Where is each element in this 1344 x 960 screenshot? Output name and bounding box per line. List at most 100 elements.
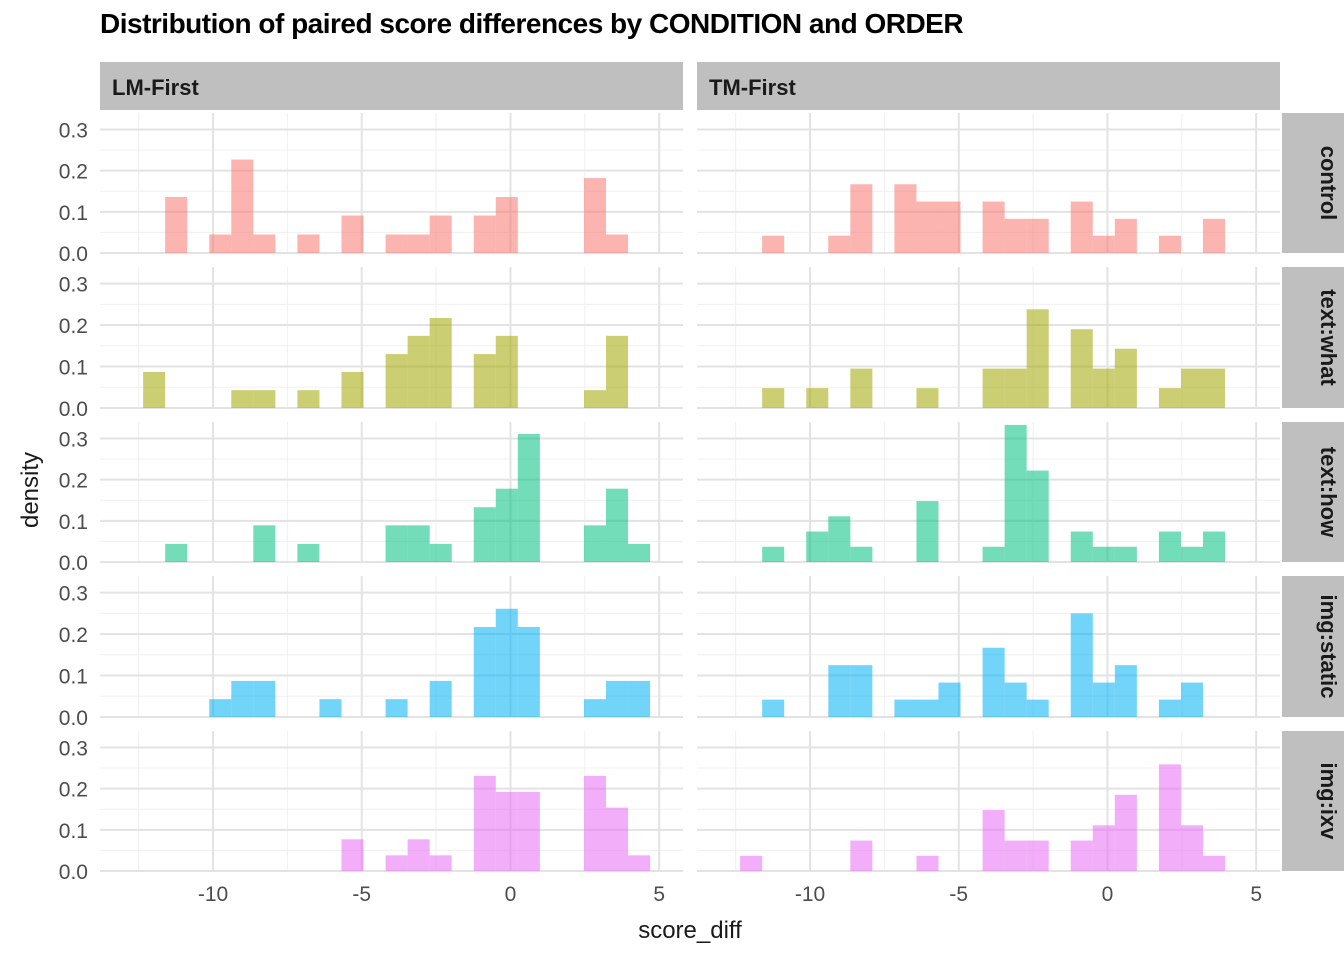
y-tick-label: 0.1 [59, 666, 88, 689]
histogram-bar [1026, 699, 1049, 717]
y-tick-label: 0.3 [59, 274, 88, 297]
histogram-bar [517, 791, 540, 871]
histogram-bar [1114, 348, 1137, 408]
histogram-bar [1202, 368, 1226, 408]
y-tick-label: 0.1 [59, 511, 88, 534]
histogram-bar [605, 488, 629, 562]
row-strip-label: img:static [1316, 595, 1341, 699]
histogram-bar [495, 608, 518, 717]
histogram-bar [385, 699, 408, 717]
histogram-bar [253, 680, 276, 717]
histogram-bar [916, 855, 939, 871]
histogram-bar [916, 388, 939, 408]
histogram-bar [1158, 531, 1181, 562]
histogram-bar [583, 525, 606, 562]
histogram-bar [982, 368, 1005, 408]
histogram-bar [1180, 368, 1203, 408]
histogram-bar [938, 201, 961, 253]
histogram-bar [1158, 699, 1181, 717]
row-strip-label: control [1316, 146, 1341, 221]
histogram-bar [253, 525, 276, 562]
histogram-bar [1202, 218, 1226, 253]
histogram-bar [429, 215, 452, 253]
histogram-bar [762, 699, 785, 717]
histogram-bar [165, 543, 188, 562]
column-strip-label: LM-First [112, 75, 199, 100]
histogram-bar [894, 184, 917, 253]
y-tick-label: 0.1 [59, 202, 88, 225]
histogram-bar [473, 507, 496, 562]
y-tick-label: 0.0 [59, 398, 88, 421]
histogram-bar [253, 234, 276, 253]
histogram-bar [1004, 368, 1027, 408]
histogram-bar [628, 855, 651, 871]
histogram-bar [1092, 368, 1115, 408]
histogram-bar [583, 775, 606, 871]
column-strip [100, 62, 683, 110]
histogram-bar [605, 234, 629, 253]
histogram-bar [297, 543, 320, 562]
histogram-bar [806, 531, 829, 562]
histogram-bar [407, 525, 430, 562]
histogram-bar [385, 234, 408, 253]
y-tick-label: 0.0 [59, 552, 88, 575]
row-strip [1282, 267, 1344, 408]
x-tick-label: 5 [653, 883, 665, 906]
y-tick-label: 0.1 [59, 820, 88, 843]
y-tick-label: 0.2 [59, 161, 88, 184]
histogram-bar [1026, 470, 1049, 562]
histogram-bar [253, 390, 276, 408]
histogram-bar [473, 627, 496, 717]
histogram-bar [1004, 424, 1027, 562]
histogram-bar [628, 680, 651, 717]
histogram-bar [297, 390, 320, 408]
histogram-bar [850, 546, 873, 562]
histogram-bar [1180, 825, 1203, 871]
histogram-bar [473, 354, 496, 408]
x-tick-label: 5 [1250, 883, 1262, 906]
histogram-bar [385, 855, 408, 871]
y-tick-label: 0.3 [59, 737, 88, 760]
y-tick-label: 0.2 [59, 315, 88, 338]
histogram-bar [495, 488, 518, 562]
histogram-bar [628, 543, 651, 562]
histogram-bar [1004, 840, 1027, 871]
histogram-bar [517, 627, 540, 717]
histogram-bar [1114, 218, 1137, 253]
histogram-bar [209, 234, 232, 253]
y-tick-label: 0.3 [59, 428, 88, 451]
histogram-bar [1026, 309, 1049, 408]
histogram-bar [407, 839, 430, 871]
histogram-bar [583, 178, 606, 253]
histogram-bar [828, 516, 851, 562]
histogram-bar [1114, 794, 1137, 871]
histogram-bar [319, 699, 342, 717]
histogram-bar [473, 215, 496, 253]
histogram-bar [605, 680, 629, 717]
x-tick-label: -5 [352, 883, 371, 906]
histogram-bar [1070, 201, 1093, 253]
histogram-bar [740, 855, 763, 871]
histogram-bar [385, 525, 408, 562]
histogram-bar [583, 390, 606, 408]
histogram-bar [385, 354, 408, 408]
x-tick-label: -5 [949, 883, 968, 906]
row-strip-label: img:ixv [1316, 762, 1341, 840]
histogram-bar [806, 388, 829, 408]
histogram-bar [495, 335, 518, 408]
y-tick-label: 0.2 [59, 624, 88, 647]
histogram-bar [850, 665, 873, 717]
histogram-bar [429, 318, 452, 408]
column-strip [697, 62, 1280, 110]
histogram-bar [1202, 855, 1226, 871]
histogram-bar [473, 775, 496, 871]
histogram-bar [938, 682, 961, 717]
y-tick-label: 0.2 [59, 470, 88, 493]
row-strip [1282, 576, 1344, 717]
histogram-bar [1114, 546, 1137, 562]
histogram-bar [762, 388, 785, 408]
histogram-bar [916, 201, 939, 253]
histogram-bar [1004, 218, 1027, 253]
histogram-bar [1114, 665, 1137, 717]
